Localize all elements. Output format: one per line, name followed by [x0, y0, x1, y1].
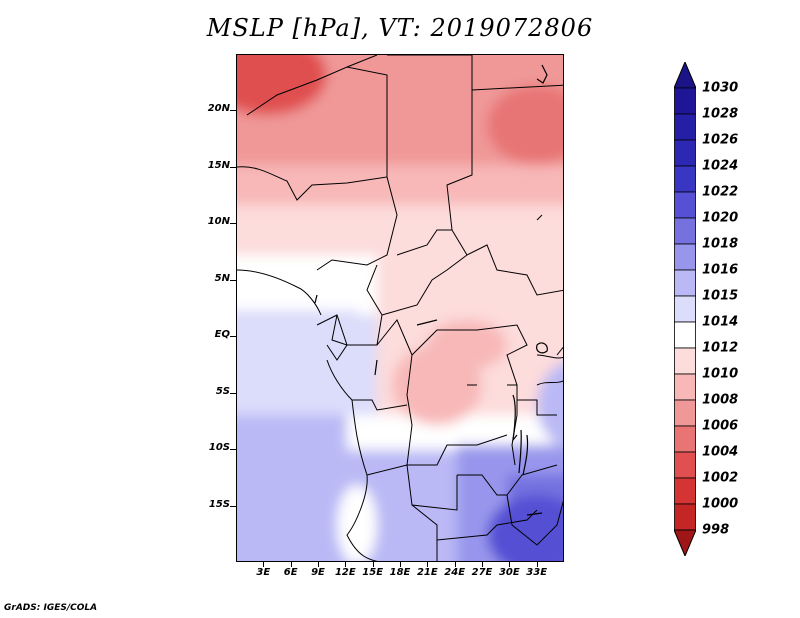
lon-tick — [372, 562, 374, 567]
lon-tick — [318, 562, 319, 567]
colorbar-level-label: 1014 — [702, 314, 739, 330]
lat-tick-label: 15S — [208, 498, 230, 510]
lon-tick — [454, 562, 456, 567]
lat-tick-label: 15N — [207, 159, 230, 171]
lon-tick-label: 3E — [256, 567, 271, 578]
colorbar-band — [674, 399, 696, 427]
lon-tick-label: 21E — [416, 567, 438, 578]
lakes — [314, 64, 548, 516]
colorbar-level-label: 1010 — [702, 366, 739, 382]
lon-tick — [536, 562, 538, 567]
colorbar-level-label: 1008 — [702, 392, 739, 408]
country-borders — [237, 55, 563, 561]
lon-tick — [427, 562, 429, 567]
lon-tick — [400, 562, 401, 567]
lat-tick-label: EQ — [214, 329, 230, 341]
colorbar-band — [674, 503, 696, 531]
map-title: MSLP [hPa], VT: 2019072806 — [206, 14, 594, 42]
lon-tick-label: 6E — [283, 567, 298, 578]
lat-tick-label: 5S — [215, 385, 230, 397]
colorbar-band — [674, 139, 696, 167]
colorbar-band — [674, 243, 696, 271]
pressure-map — [236, 54, 564, 562]
lon-tick-label: 12E — [334, 567, 356, 578]
lon-tick-label: 27E — [471, 567, 493, 578]
lon-tick-label: 18E — [389, 567, 411, 578]
lat-tick — [230, 166, 236, 168]
lat-tick — [230, 449, 236, 451]
colorbar-level-label: 998 — [702, 522, 730, 538]
colorbar-level-label: 1006 — [702, 418, 739, 434]
colorbar — [674, 62, 696, 556]
colorbar-level-label: 1030 — [702, 80, 739, 96]
lat-tick-label: 5N — [214, 272, 230, 284]
lon-tick-label: 33E — [526, 567, 548, 578]
colorbar-band — [674, 269, 696, 297]
lon-tick — [290, 562, 292, 567]
lon-tick — [482, 562, 483, 567]
colorbar-under-arrow — [674, 529, 696, 556]
lon-tick-label: 24E — [444, 567, 466, 578]
lon-tick-label: 9E — [311, 567, 325, 578]
colorbar-band — [674, 165, 696, 193]
lon-tick-label: 15E — [362, 567, 384, 578]
lon-tick — [509, 562, 511, 567]
colorbar-band — [674, 451, 696, 479]
colorbar-band — [674, 321, 696, 349]
colorbar-band — [674, 425, 696, 453]
colorbar-level-label: 1000 — [702, 496, 739, 512]
colorbar-level-label: 1026 — [702, 132, 739, 148]
colorbar-level-label: 1028 — [702, 106, 739, 122]
colorbar-level-label: 1020 — [702, 210, 739, 226]
colorbar-band — [674, 191, 696, 219]
lat-tick-label: 10N — [207, 216, 230, 228]
footer-credit: GrADS: IGES/COLA — [4, 603, 98, 613]
lat-tick-label: 20N — [207, 103, 230, 115]
lat-tick-label: 10S — [208, 442, 230, 454]
lat-tick — [230, 392, 236, 394]
lat-tick — [230, 223, 236, 225]
lat-tick — [230, 336, 236, 338]
colorbar-level-label: 1015 — [702, 288, 739, 304]
colorbar-band — [674, 347, 696, 375]
lat-tick — [230, 505, 236, 507]
colorbar-level-label: 1016 — [702, 262, 739, 278]
colorbar-band — [674, 87, 696, 115]
colorbar-band — [674, 477, 696, 505]
colorbar-level-label: 1012 — [702, 340, 739, 356]
pressure-field — [237, 55, 563, 561]
colorbar-band — [674, 373, 696, 401]
colorbar-level-label: 1002 — [702, 470, 739, 486]
lat-tick — [230, 279, 236, 281]
map-canvas — [237, 55, 563, 561]
colorbar-level-label: 1022 — [702, 184, 739, 200]
lon-tick — [345, 562, 347, 567]
colorbar-level-label: 1018 — [702, 236, 739, 252]
colorbar-level-label: 1024 — [702, 158, 739, 174]
lon-tick — [263, 562, 265, 567]
colorbar-level-label: 1004 — [702, 444, 739, 460]
colorbar-band — [674, 295, 696, 323]
colorbar-band — [674, 217, 696, 245]
lon-tick-label: 30E — [498, 567, 520, 578]
colorbar-over-arrow — [674, 62, 696, 89]
colorbar-band — [674, 113, 696, 141]
lat-tick — [230, 110, 236, 112]
